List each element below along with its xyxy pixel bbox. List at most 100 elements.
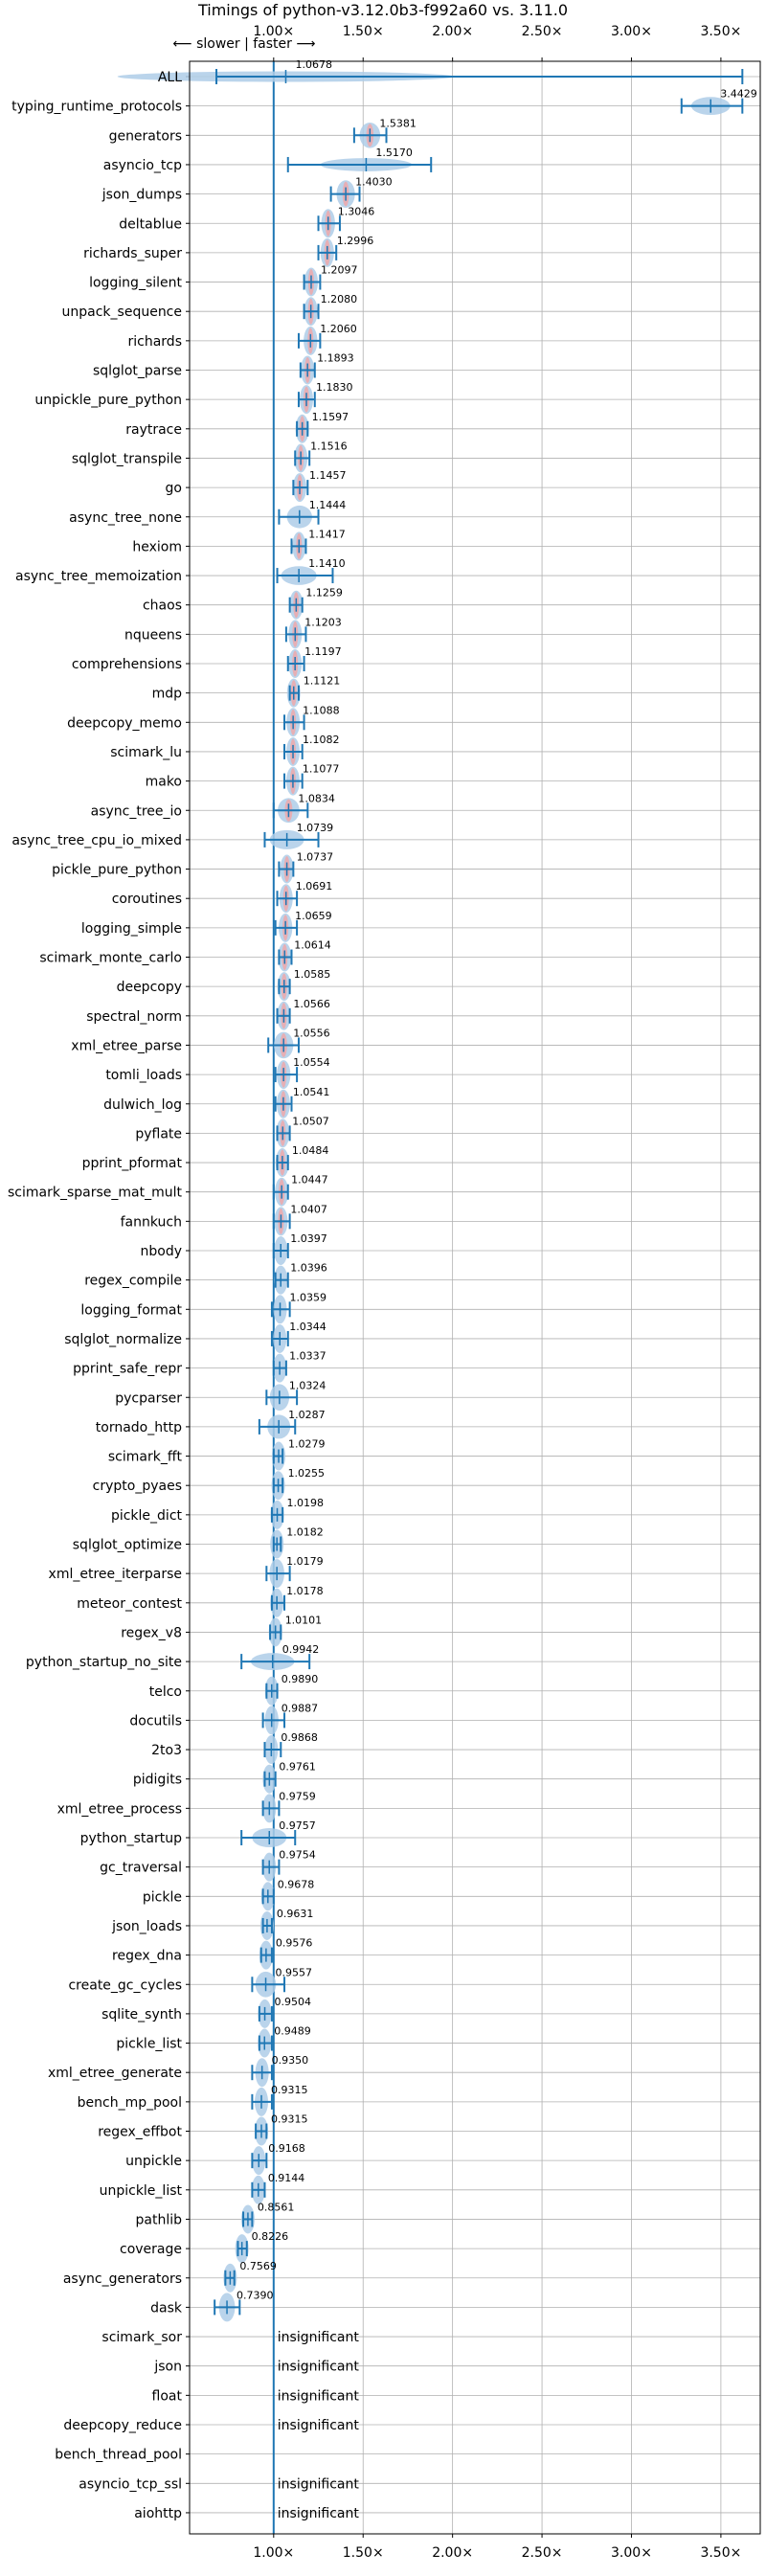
value-label: 0.9757 <box>279 1819 316 1832</box>
x-tick-label-top: 3.00× <box>611 24 652 39</box>
x-tick-label-bottom: 3.00× <box>611 2545 652 2561</box>
value-label: 1.2080 <box>321 293 358 305</box>
category-label: pprint_pformat <box>82 1156 183 1171</box>
x-tick-label-bottom: 1.50× <box>343 2545 384 2561</box>
marks-layer <box>117 61 744 2534</box>
category-label: meteor_contest <box>77 1596 182 1612</box>
category-label: async_generators <box>63 2271 182 2287</box>
category-label: docutils <box>129 1713 182 1729</box>
category-label: nbody <box>141 1244 183 1259</box>
category-label: crypto_pyaes <box>93 1479 182 1494</box>
category-label: tornado_http <box>96 1420 182 1435</box>
category-label: regex_effbot <box>98 2125 182 2140</box>
value-label: 1.2996 <box>337 235 374 247</box>
category-label: gc_traversal <box>100 1861 182 1876</box>
value-label: 1.1417 <box>308 528 346 540</box>
category-label: sqlglot_transpile <box>72 451 182 466</box>
insignificant-label: insignificant <box>278 2476 360 2492</box>
category-label: nqueens <box>124 627 182 643</box>
value-label: 1.1259 <box>305 587 343 599</box>
value-label: 1.1444 <box>309 499 347 511</box>
value-label: 0.9350 <box>272 2054 309 2067</box>
category-label: async_tree_memoization <box>15 569 182 584</box>
value-label: 0.9761 <box>279 1761 316 1774</box>
value-label: 1.0447 <box>291 1174 328 1186</box>
labels-layer: 1.00× 1.00× 1.50× 1.50× 2.00× 2.00× 2.50× 2.50×… <box>8 24 757 2561</box>
value-label: 3.4429 <box>720 88 757 101</box>
value-label: 0.9942 <box>282 1643 320 1656</box>
value-label: 1.0556 <box>293 1027 330 1039</box>
value-label: 1.1457 <box>309 469 347 482</box>
category-label: hexiom <box>132 539 182 554</box>
category-label: deltablue <box>119 216 182 232</box>
value-label: 1.0407 <box>290 1203 327 1215</box>
value-label: 1.0659 <box>295 910 332 922</box>
category-label: pickle_list <box>116 2037 182 2052</box>
value-label: 1.1597 <box>312 411 349 423</box>
value-label: 1.1410 <box>308 557 346 570</box>
value-label: 1.0614 <box>294 939 331 952</box>
value-label: 1.0566 <box>293 998 330 1010</box>
value-label: 1.0739 <box>297 822 334 834</box>
value-label: 1.0834 <box>298 792 335 804</box>
value-label: 1.1893 <box>317 352 354 365</box>
value-label: 1.0541 <box>293 1086 330 1098</box>
value-label: 0.9868 <box>281 1731 318 1744</box>
category-label: pprint_safe_repr <box>73 1362 182 1377</box>
category-label: ALL <box>158 70 182 85</box>
value-label: 1.1203 <box>304 616 342 628</box>
category-label: logging_silent <box>89 276 182 291</box>
value-label: 1.0737 <box>297 851 334 864</box>
category-label: async_tree_none <box>69 510 182 526</box>
category-label: dulwich_log <box>103 1097 182 1113</box>
value-label: 1.0397 <box>290 1232 327 1245</box>
value-label: 1.0678 <box>295 58 332 71</box>
value-label: 1.0337 <box>289 1350 327 1363</box>
category-label: fannkuch <box>121 1214 182 1230</box>
value-label: 1.2060 <box>320 323 357 335</box>
category-label: async_tree_io <box>91 803 182 819</box>
category-label: pathlib <box>136 2212 183 2227</box>
category-label: json <box>153 2360 182 2375</box>
category-label: pickle_dict <box>111 1508 183 1524</box>
value-label: 1.0178 <box>286 1585 324 1597</box>
value-label: 0.9168 <box>268 2142 305 2155</box>
category-label: sqlglot_normalize <box>64 1332 182 1347</box>
category-label: richards <box>128 334 183 350</box>
category-label: mdp <box>152 687 183 702</box>
category-label: scimark_lu <box>110 745 182 760</box>
category-label: scimark_monte_carlo <box>39 951 182 966</box>
value-label: 1.0198 <box>287 1497 325 1509</box>
plot-frame <box>189 60 761 2535</box>
category-label: typing_runtime_protocols <box>11 100 182 115</box>
category-label: unpickle_pure_python <box>34 393 182 408</box>
chart-title: Timings of python-v3.12.0b3-f992a60 vs. … <box>197 1 568 19</box>
insignificant-label: insignificant <box>278 2506 360 2521</box>
category-label: pickle_pure_python <box>52 863 182 878</box>
value-label: 1.1077 <box>303 763 340 776</box>
value-label: 0.8561 <box>258 2201 295 2213</box>
value-label: 1.0255 <box>288 1467 326 1480</box>
value-label: 1.1088 <box>303 704 340 716</box>
category-label: go <box>166 481 182 496</box>
value-label: 1.1830 <box>316 381 353 394</box>
value-label: 1.1516 <box>310 440 348 452</box>
category-label: sqlglot_parse <box>93 364 182 379</box>
category-label: generators <box>109 128 182 144</box>
insignificant-label: insignificant <box>278 2418 360 2433</box>
category-label: deepcopy <box>117 980 182 995</box>
value-label: 0.9890 <box>282 1673 319 1685</box>
value-label: 1.0287 <box>288 1409 326 1421</box>
category-label: unpack_sequence <box>62 305 182 320</box>
category-label: bench_thread_pool <box>55 2448 182 2463</box>
category-label: logging_format <box>80 1302 182 1318</box>
category-label: xml_etree_generate <box>48 2066 182 2081</box>
x-tick-label-bottom: 2.50× <box>522 2545 563 2561</box>
category-label: asyncio_tcp <box>103 158 182 173</box>
value-label: 1.0691 <box>296 880 333 893</box>
category-label: tomli_loads <box>105 1068 182 1083</box>
category-label: unpickle <box>125 2154 182 2169</box>
value-label: 0.9489 <box>274 2025 311 2038</box>
category-label: coroutines <box>112 892 182 907</box>
x-tick-label-bottom: 3.50× <box>700 2545 741 2561</box>
